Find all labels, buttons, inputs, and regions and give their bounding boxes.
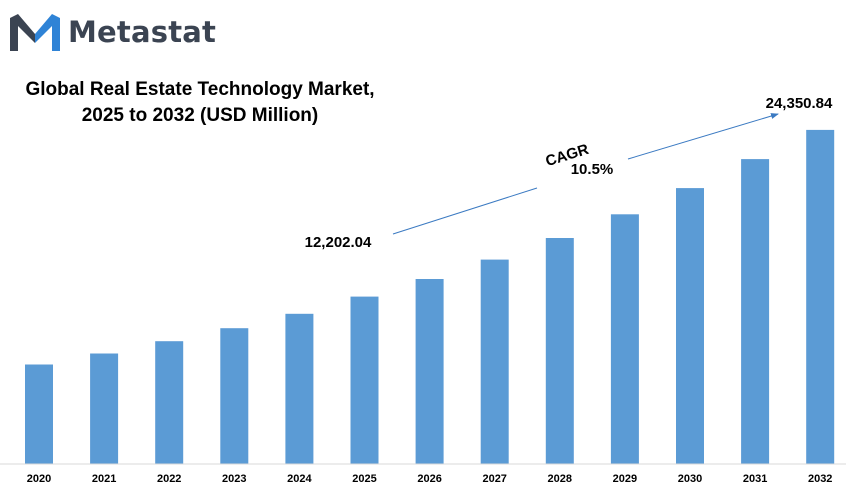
chart-title: Global Real Estate Technology Market, 20…: [0, 77, 400, 129]
bar-2028: [545, 238, 574, 464]
bar-2031: [741, 159, 770, 464]
bar-2020: [25, 364, 53, 464]
bar-2026: [415, 279, 444, 464]
cagr-arrow-head-segment: [627, 113, 779, 160]
cagr-value: 10.5%: [571, 161, 614, 178]
x-tick-label-2026: 2026: [417, 473, 441, 485]
x-tick-label-2031: 2031: [743, 473, 767, 485]
x-tick-label-2020: 2020: [27, 473, 51, 485]
bar-2029: [610, 214, 639, 464]
brand-logo: Metastat: [8, 12, 216, 52]
bar-2027: [480, 259, 509, 464]
x-tick-label-2022: 2022: [157, 473, 181, 485]
metastat-m-logo-icon: [10, 14, 60, 51]
x-tick-label-2030: 2030: [678, 473, 702, 485]
chart-title-line-2: 2025 to 2032 (USD Million): [81, 105, 319, 126]
x-tick-label-2032: 2032: [808, 473, 832, 485]
bar-2032: [806, 129, 835, 464]
x-tick-label-2023: 2023: [222, 473, 246, 485]
chart-title-line-1: Global Real Estate Technology Market,: [25, 79, 375, 100]
bar-2025: [350, 296, 379, 464]
x-tick-label-2028: 2028: [548, 473, 572, 485]
bar-2021: [90, 353, 119, 464]
x-tick-label-2029: 2029: [613, 473, 637, 485]
bar-2023: [220, 328, 249, 464]
x-tick-label-2021: 2021: [92, 473, 116, 485]
x-tick-label-2027: 2027: [482, 473, 506, 485]
end-value-label: 24,350.84: [766, 95, 833, 112]
x-tick-label-2025: 2025: [352, 473, 376, 485]
x-tick-label-2024: 2024: [287, 473, 312, 485]
bar-2022: [155, 341, 184, 464]
start-value-label: 12,202.04: [305, 234, 372, 251]
bar-2024: [285, 313, 314, 464]
cagr-arrow: [392, 187, 538, 235]
bar-2030: [676, 188, 704, 464]
brand-name: Metastat: [68, 15, 217, 49]
